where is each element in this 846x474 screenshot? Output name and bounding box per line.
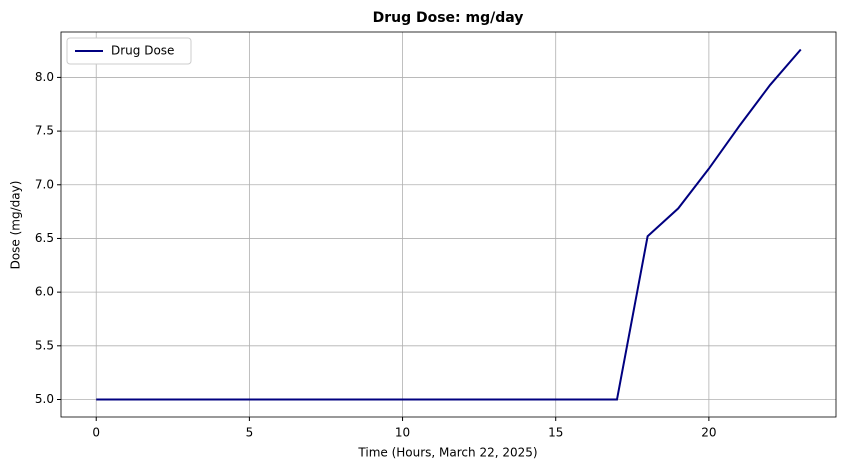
- y-tick-label: 7.5: [35, 124, 54, 138]
- y-tick-label: 8.0: [35, 70, 54, 84]
- y-tick-label: 5.0: [35, 392, 54, 406]
- plot-frame: [60, 31, 837, 418]
- legend-label: Drug Dose: [111, 44, 174, 58]
- legend-box: [66, 37, 192, 65]
- chart-title: Drug Dose: mg/day: [373, 10, 524, 26]
- y-axis-label: Dose (mg/day): [9, 181, 23, 270]
- x-tick-label: 0: [92, 426, 100, 440]
- y-tick-label: 6.0: [35, 285, 54, 299]
- y-tick-label: 7.0: [35, 177, 54, 191]
- data-line: [96, 48, 802, 401]
- x-axis-label: Time (Hours, March 22, 2025): [357, 446, 537, 460]
- x-tick-label: 5: [246, 426, 254, 440]
- y-tick-label: 6.5: [35, 231, 54, 245]
- x-tick-label: 20: [701, 426, 716, 440]
- x-tick-label: 15: [548, 426, 563, 440]
- x-tick-label: 10: [395, 426, 410, 440]
- y-tick-label: 5.5: [35, 338, 54, 352]
